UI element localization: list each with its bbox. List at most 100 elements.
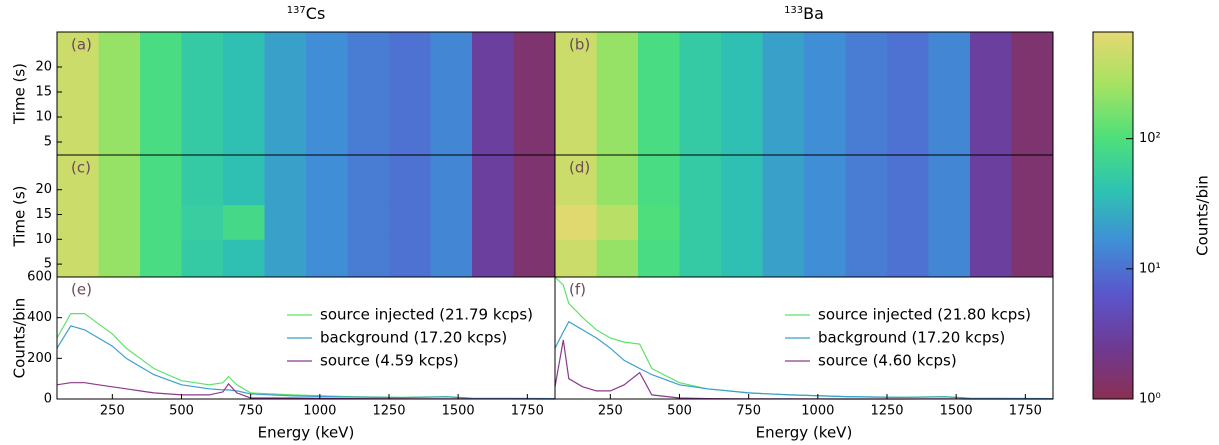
heatmap-cell xyxy=(762,117,805,156)
panel-label: (d) xyxy=(569,159,590,177)
heatmap-cell xyxy=(1011,117,1054,156)
heatmap-cell xyxy=(513,204,556,240)
x-axis-label: Energy (keV) xyxy=(756,424,853,442)
heatmap-cell xyxy=(721,204,763,240)
heatmap-cell xyxy=(181,32,224,83)
heatmap-cell xyxy=(638,82,680,118)
y-axis-label: Time (s) xyxy=(11,186,29,248)
heatmap-cell xyxy=(306,32,348,83)
heatmap-cell xyxy=(389,204,431,240)
heatmap-cell xyxy=(596,117,639,156)
heatmap-cell xyxy=(887,32,929,83)
heatmap-cell xyxy=(472,32,514,83)
heatmap-cell xyxy=(389,82,431,118)
x-tick-label: 1250 xyxy=(372,404,405,419)
heatmap-cell xyxy=(928,82,971,118)
heatmap-cell xyxy=(264,155,307,206)
heatmap-cell xyxy=(347,82,390,118)
heatmap-cell xyxy=(472,155,514,206)
heatmap-cell xyxy=(430,239,473,278)
panel-frame xyxy=(554,276,1054,400)
heatmap-cell xyxy=(555,155,597,206)
heatmap-cell xyxy=(845,32,888,83)
x-tick-label: 1500 xyxy=(442,404,475,419)
heatmap-cell xyxy=(472,239,514,278)
heatmap-cell xyxy=(430,155,473,206)
heatmap-cell xyxy=(57,82,99,118)
heatmap-cell xyxy=(845,155,888,206)
colorbar-tick-label: 10⁰ xyxy=(1139,392,1161,407)
title-element: Ba xyxy=(803,4,824,23)
heatmap-cell xyxy=(970,32,1012,83)
heatmap-cell xyxy=(223,239,265,278)
heatmap-cell xyxy=(638,117,680,156)
panel-label: (c) xyxy=(71,159,91,177)
heatmap-cell xyxy=(98,239,141,278)
heatmap-cell xyxy=(928,204,971,240)
heatmap-cell xyxy=(804,204,846,240)
heatmap-cell xyxy=(804,32,846,83)
heatmap-cell xyxy=(928,117,971,156)
y-tick-label: 10 xyxy=(35,110,52,125)
legend-label: background (17.20 kcps) xyxy=(320,329,507,347)
heatmap-cell xyxy=(928,155,971,206)
panel-label: (b) xyxy=(569,36,590,54)
heatmap-cell xyxy=(306,117,348,156)
title-isotope: 133 xyxy=(784,5,803,16)
y-tick-label: 5 xyxy=(44,135,52,150)
heatmap-cell xyxy=(98,32,141,83)
y-axis-label: Counts/bin xyxy=(11,298,29,379)
heatmap-cell xyxy=(223,204,265,240)
heatmap-cell xyxy=(679,82,722,118)
heatmap-cell xyxy=(472,82,514,118)
panel-label: (e) xyxy=(71,281,92,299)
x-tick-label: 500 xyxy=(169,404,194,419)
heatmap-cell xyxy=(181,117,224,156)
heatmap-cell xyxy=(762,155,805,206)
heatmap-cell xyxy=(57,239,99,278)
heatmap-cell xyxy=(596,239,639,278)
x-tick-label: 1000 xyxy=(801,404,834,419)
heatmap-cell xyxy=(223,117,265,156)
heatmap-cell xyxy=(513,117,556,156)
heatmap-cell xyxy=(98,155,141,206)
heatmap-cell xyxy=(57,204,99,240)
heatmap-cell xyxy=(845,117,888,156)
heatmap-cell xyxy=(721,155,763,206)
panel-label: (a) xyxy=(71,36,92,54)
heatmap-cell xyxy=(181,204,224,240)
heatmap-cell xyxy=(306,204,348,240)
colorbar xyxy=(1092,31,1134,400)
heatmap-cell xyxy=(721,82,763,118)
heatmap-cell xyxy=(181,82,224,118)
panel-title: 133Ba xyxy=(784,4,824,23)
heatmap-cell xyxy=(223,155,265,206)
x-tick-label: 750 xyxy=(238,404,263,419)
heatmap-cell xyxy=(57,117,99,156)
heatmap-cell xyxy=(596,155,639,206)
heatmap-cell xyxy=(513,239,556,278)
heatmap-cell xyxy=(140,117,182,156)
x-tick-label: 1750 xyxy=(511,404,544,419)
heatmap-cell xyxy=(638,239,680,278)
heatmap-cell xyxy=(513,82,556,118)
heatmap-cell xyxy=(555,204,597,240)
heatmap-cell xyxy=(347,32,390,83)
heatmap-cell xyxy=(721,32,763,83)
heatmap-cell xyxy=(57,155,99,206)
series-line xyxy=(56,325,556,400)
heatmap-cell xyxy=(1011,204,1054,240)
y-tick-label: 20 xyxy=(35,60,52,75)
y-tick-label: 5 xyxy=(44,257,52,272)
panel-label: (f) xyxy=(569,281,586,299)
heatmap-cell xyxy=(347,204,390,240)
y-tick-label: 200 xyxy=(27,351,52,366)
heatmap-cell xyxy=(264,239,307,278)
heatmap-cell xyxy=(389,155,431,206)
colorbar-tick-label: 10² xyxy=(1139,131,1161,146)
colorbar-label: Counts/bin xyxy=(1194,175,1212,256)
y-tick-label: 400 xyxy=(27,310,52,325)
heatmap-cell xyxy=(306,155,348,206)
heatmap-cell xyxy=(555,117,597,156)
